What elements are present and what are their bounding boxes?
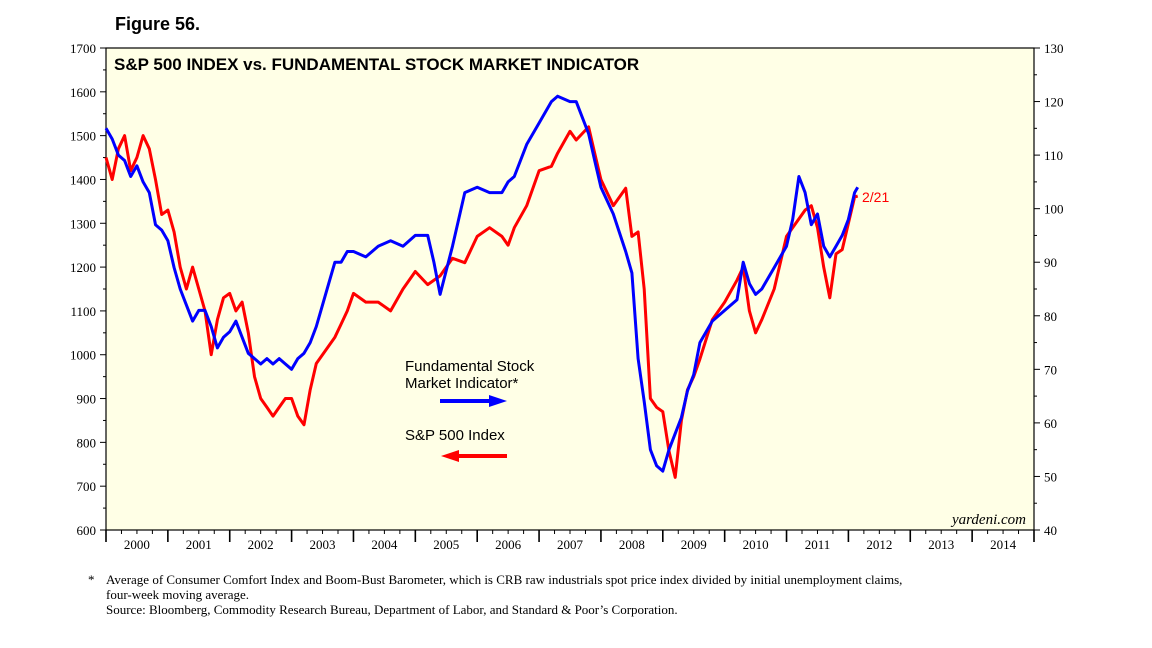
x-tick-label: 2004: [371, 537, 398, 552]
x-tick-label: 2002: [248, 537, 274, 552]
left-tick-label: 1700: [70, 41, 96, 56]
right-tick-label: 90: [1044, 255, 1057, 270]
right-tick-label: 80: [1044, 309, 1057, 324]
x-tick-label: 2008: [619, 537, 645, 552]
end-date-label: 2/21: [862, 189, 889, 205]
chart: S&P 500 INDEX vs. FUNDAMENTAL STOCK MARK…: [70, 41, 1064, 552]
left-tick-label: 1200: [70, 260, 96, 275]
left-tick-label: 600: [77, 523, 97, 538]
x-tick-label: 2014: [990, 537, 1017, 552]
x-tick-label: 2006: [495, 537, 522, 552]
x-tick-label: 2012: [866, 537, 892, 552]
right-tick-label: 100: [1044, 202, 1064, 217]
watermark: yardeni.com: [950, 512, 1026, 528]
left-tick-label: 900: [77, 392, 97, 407]
left-tick-label: 1400: [70, 172, 96, 187]
footnote: * Average of Consumer Comfort Index and …: [88, 572, 1088, 617]
left-tick-label: 1000: [70, 348, 96, 363]
right-tick-label: 60: [1044, 416, 1057, 431]
chart-title: S&P 500 INDEX vs. FUNDAMENTAL STOCK MARK…: [114, 55, 639, 74]
legend-indicator-arrow: [440, 395, 507, 407]
right-tick-label: 110: [1044, 148, 1063, 163]
series-layer: [104, 94, 860, 479]
indicator-line: [104, 94, 860, 473]
left-tick-label: 1100: [70, 304, 96, 319]
legend-indicator-line1: Fundamental Stock: [405, 358, 535, 375]
footnote-mark: *: [88, 572, 95, 587]
x-tick-label: 2000: [124, 537, 150, 552]
left-tick-label: 1300: [70, 216, 96, 231]
plot-background: [105, 47, 1035, 531]
left-tick-label: 1600: [70, 85, 96, 100]
footnote-line2: four-week moving average.: [106, 587, 250, 602]
right-tick-label: 130: [1044, 41, 1064, 56]
x-tick-label: 2005: [433, 537, 459, 552]
x-tick-label: 2011: [805, 537, 831, 552]
right-tick-label: 40: [1044, 523, 1057, 538]
x-tick-label: 2007: [557, 537, 584, 552]
x-tick-label: 2009: [681, 537, 707, 552]
x-tick-label: 2001: [186, 537, 212, 552]
figure-label: Figure 56.: [115, 14, 201, 34]
footnote-line1: Average of Consumer Comfort Index and Bo…: [106, 572, 903, 587]
legend-sp500-arrow: [441, 450, 507, 462]
left-tick-label: 800: [77, 435, 97, 450]
x-tick-label: 2010: [743, 537, 769, 552]
footnote-source: Source: Bloomberg, Commodity Research Bu…: [106, 602, 678, 617]
right-axis: 40 50 60 70 80 90 100 110 120 130: [1034, 41, 1064, 538]
legend-sp500: S&P 500 Index: [405, 427, 505, 444]
x-tick-label: 2013: [928, 537, 954, 552]
left-axis: 600 700 800 900 1000 1100 1200 1300 1400 1500 1600…: [70, 41, 106, 538]
right-tick-label: 50: [1044, 469, 1057, 484]
x-axis: 2000 2001 2002 2003 2004 2005 2006 2007 2008 2009…: [105, 530, 1035, 552]
left-tick-label: 1500: [70, 129, 96, 144]
legend-indicator-line2: Market Indicator*: [405, 375, 519, 392]
right-tick-label: 70: [1044, 362, 1057, 377]
left-tick-label: 700: [77, 479, 97, 494]
x-tick-label: 2003: [310, 537, 336, 552]
right-tick-label: 120: [1044, 95, 1064, 110]
